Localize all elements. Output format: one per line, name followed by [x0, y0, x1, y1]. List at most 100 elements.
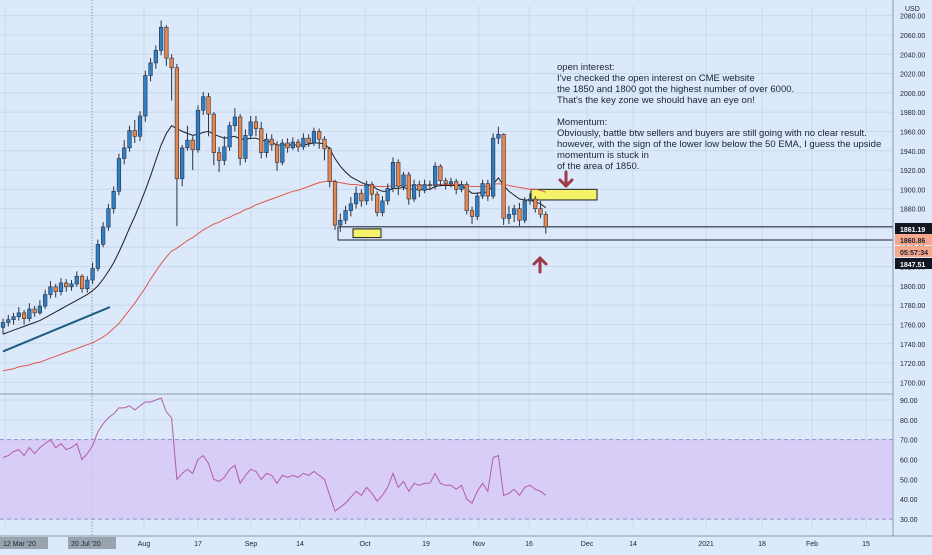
candle-body — [417, 184, 422, 191]
price-axis[interactable]: USD 1700.00 1720.00 1740.00 1760.00 1780.00 18… — [892, 0, 932, 536]
candle — [480, 179, 485, 199]
candle — [159, 20, 164, 56]
candle — [475, 192, 480, 221]
candle — [64, 279, 69, 292]
price-badge-label: 1847.51 — [900, 262, 925, 269]
candle — [327, 146, 332, 188]
time-axis[interactable]: 12 Mar '20 20 Jul '20 Aug 17 Sep 14 Oct 19 Nov 16… — [0, 535, 932, 550]
candle-body — [353, 192, 359, 205]
candle — [127, 125, 132, 152]
candle-body — [143, 75, 148, 117]
candle-body — [380, 200, 385, 213]
price-tick-label: 1920.00 — [900, 168, 925, 175]
candle-body — [116, 158, 122, 192]
time-axis-panel — [0, 536, 932, 550]
candle-body — [533, 198, 538, 209]
candle — [16, 307, 21, 321]
candle — [232, 108, 237, 132]
price-tick-label: 2060.00 — [900, 33, 925, 40]
candle — [58, 278, 64, 296]
candle — [290, 137, 295, 150]
candle — [259, 121, 264, 159]
candle-body — [21, 312, 27, 319]
candle — [469, 206, 475, 225]
candle-body — [164, 26, 169, 59]
candle — [411, 179, 417, 202]
candle-body — [538, 208, 543, 215]
candle — [317, 128, 322, 149]
price-badge-label: 05:57:34 — [900, 250, 928, 257]
candle-body — [338, 219, 343, 226]
candle — [301, 133, 306, 150]
candle-body — [274, 144, 280, 163]
candle-body — [206, 96, 211, 115]
rsi-tick-label: 60.00 — [900, 458, 918, 465]
candle — [364, 180, 369, 205]
candle-body — [48, 286, 53, 295]
candle — [348, 197, 353, 217]
candle-body — [195, 109, 201, 151]
candle — [285, 138, 290, 153]
highlight-large — [530, 188, 598, 201]
candle — [517, 202, 522, 227]
candle — [85, 276, 90, 293]
time-tick-label: 18 — [758, 541, 766, 548]
price-badge[interactable]: 1860.86 — [895, 234, 932, 245]
candle-body — [248, 121, 253, 136]
candle — [43, 289, 48, 310]
candle-body — [227, 125, 232, 148]
candle — [264, 133, 269, 158]
time-tick-label: Aug — [138, 541, 151, 548]
candle — [359, 189, 364, 207]
candle — [148, 58, 153, 82]
candle — [533, 196, 538, 213]
candle-body — [32, 308, 37, 314]
candle-body — [211, 113, 216, 153]
price-badge[interactable]: 05:57:34 — [895, 246, 932, 257]
candle — [322, 136, 327, 161]
candle — [422, 179, 427, 194]
candle-body — [16, 312, 21, 318]
analysis-note[interactable]: open interest: I've checked the open inte… — [557, 62, 897, 172]
candle — [485, 179, 490, 201]
candle — [216, 146, 222, 172]
price-tick-label: 2000.00 — [900, 91, 925, 98]
candle — [454, 178, 459, 195]
candle — [375, 191, 380, 217]
candle — [369, 181, 375, 201]
candle — [448, 177, 454, 188]
note-line: I've checked the open interest on CME we… — [557, 73, 755, 84]
candle-body — [290, 141, 295, 149]
time-tick-label: 2021 — [698, 541, 714, 548]
candle — [79, 274, 85, 293]
note-line: That's the key zone we should have an ey… — [557, 95, 755, 106]
candle-body — [385, 188, 390, 202]
candle — [527, 193, 533, 205]
price-tick-label: 1740.00 — [900, 342, 925, 349]
price-badge[interactable]: 1861.19 — [895, 223, 932, 234]
candle-body — [74, 275, 79, 285]
candle — [227, 121, 232, 151]
candle — [180, 144, 185, 187]
currency-label: USD — [905, 6, 920, 13]
candle-body — [201, 96, 206, 111]
candle-body — [79, 275, 85, 290]
candle — [111, 186, 116, 214]
candle-body — [359, 192, 364, 202]
candle-body — [433, 165, 438, 186]
candle — [427, 180, 432, 191]
candle-body — [53, 286, 58, 292]
candle-body — [238, 116, 243, 159]
rsi-indicator — [2, 397, 547, 512]
candle-body — [122, 147, 127, 159]
candle — [206, 92, 211, 137]
candle-body — [232, 116, 237, 126]
rsi-tick-label: 90.00 — [900, 398, 918, 405]
note-line: the 1850 and 1800 got the highest number… — [557, 84, 795, 95]
time-tick-label: 12 Mar '20 — [3, 541, 36, 548]
candle — [306, 134, 311, 147]
candle — [443, 177, 448, 190]
price-badge[interactable]: 1847.51 — [895, 258, 932, 269]
